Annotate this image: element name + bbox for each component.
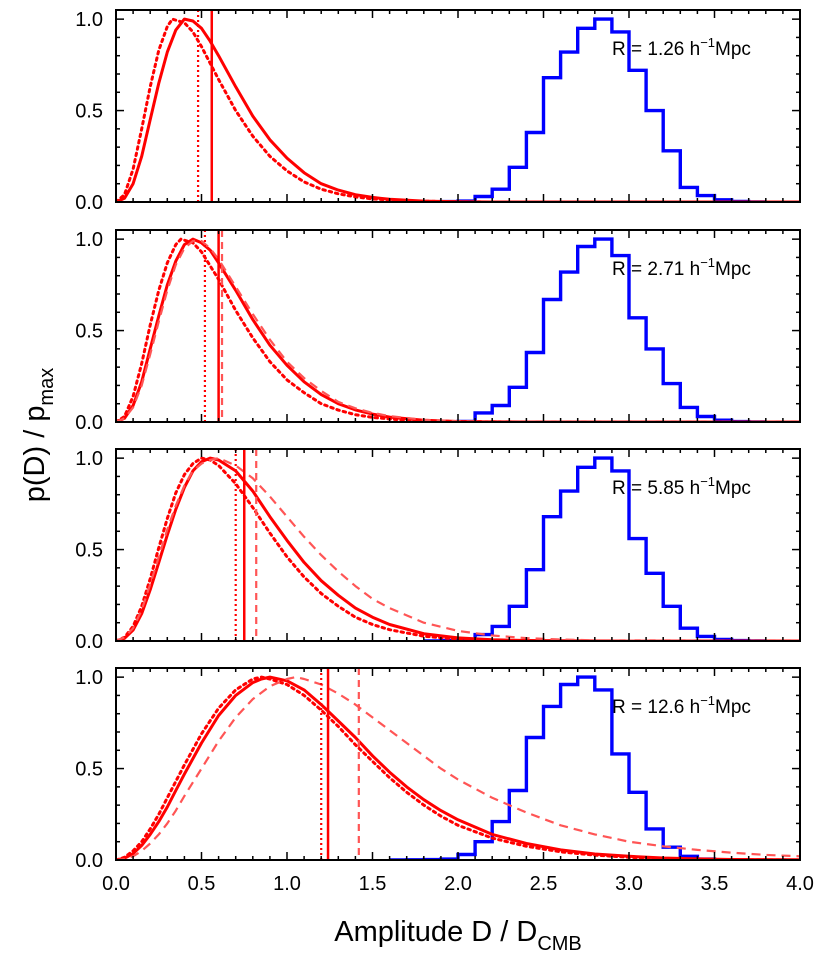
plot-area [116,449,800,641]
y-tick-label: 0.5 [75,321,103,343]
annotation-sup: −1 [700,693,715,708]
annotation-suffix: Mpc [715,478,751,499]
y-axis-title: p(D) / pmax [19,368,58,502]
y-tick-label: 0.0 [75,412,103,434]
x-tick-label: 2.5 [530,873,558,895]
annotation-prefix: R = 2.71 h [612,259,700,280]
panel-annotation: R = 5.85 h−1Mpc [612,474,751,499]
curve-solid [116,456,800,641]
x-tick-label: 4.0 [786,873,814,895]
y-tick-label: 1.0 [75,448,103,470]
x-tick-label: 0.0 [102,873,130,895]
panel-4: 0.0 0.5 1.0 0.0 0.5 1.0 1.5 2.0 2.5 3.0 3.5 4.0 R = … [75,667,814,895]
y-tick-label: 0.5 [75,101,103,123]
panel-3: 0.0 0.5 1.0 R = 5.85 h−1Mpc [75,448,801,653]
y-tick-label: 0.0 [75,192,103,214]
curve-dotted [116,237,800,422]
panel-annotation: R = 2.71 h−1Mpc [612,255,751,280]
y-tick-label: 0.0 [75,850,103,872]
panel-annotation: R = 1.26 h−1Mpc [612,35,751,60]
y-tick-label: 0.0 [75,631,103,653]
x-tick-label: 3.5 [701,873,729,895]
histogram-outline [423,17,766,202]
annotation-prefix: R = 1.26 h [612,39,700,60]
annotation-sup: −1 [700,255,715,270]
annotation-prefix: R = 12.6 h [612,697,700,718]
panel-2: 0.0 0.5 1.0 R = 2.71 h−1Mpc [75,229,801,434]
x-axis-title: Amplitude D / DCMB [334,916,582,955]
x-tick-label: 1.5 [359,873,387,895]
panel-1: 0.0 0.5 1.0 R = 1.26 h−1Mpc [75,9,801,214]
x-tick-label: 1.0 [273,873,301,895]
plot-area [116,668,800,860]
annotation-sup: −1 [700,35,715,50]
curve-dashed [116,239,800,422]
y-tick-label: 1.0 [75,9,103,31]
annotation-suffix: Mpc [715,259,751,280]
annotation-suffix: Mpc [715,697,751,718]
annotation-suffix: Mpc [715,39,751,60]
curve-dotted [116,456,800,641]
x-tick-label: 3.0 [615,873,643,895]
x-axis-title-main: Amplitude D / D [334,916,537,948]
histogram-outline [440,237,766,422]
y-tick-label: 0.5 [75,540,103,562]
y-axis-title-sub: max [36,368,58,406]
annotation-sup: −1 [700,474,715,489]
x-tick-label: 0.5 [188,873,216,895]
plot-area [116,10,800,202]
x-tick-label: 2.0 [444,873,472,895]
y-axis-title-main: p(D) / p [19,406,51,503]
panel-annotation: R = 12.6 h−1Mpc [612,693,751,718]
y-tick-label: 1.0 [75,229,103,251]
curve-dashed [116,457,800,641]
curve-dashed [116,675,800,860]
annotation-prefix: R = 5.85 h [612,478,700,499]
curve-dotted [116,675,800,860]
x-axis-title-sub: CMB [537,933,581,955]
y-tick-label: 0.5 [75,759,103,781]
y-tick-label: 1.0 [75,667,103,689]
